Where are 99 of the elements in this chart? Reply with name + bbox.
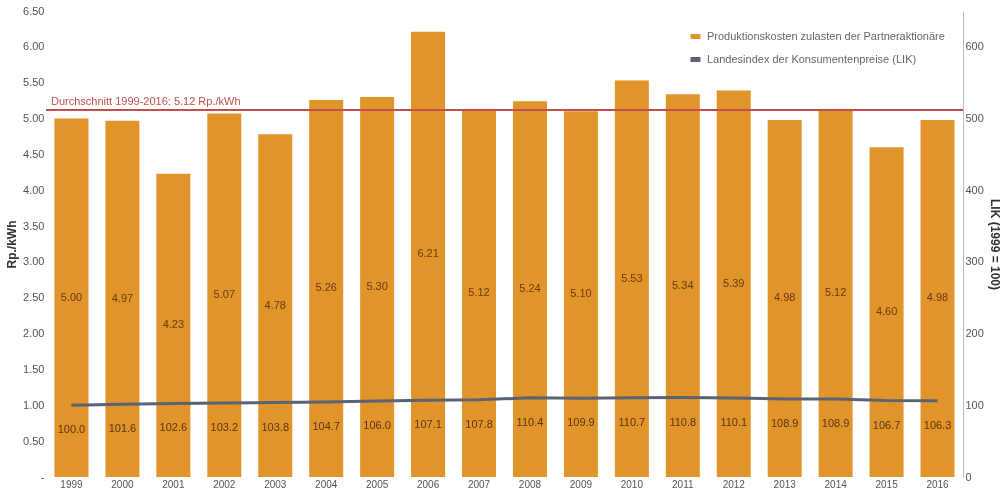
data-label: 4.98 <box>773 291 796 304</box>
data-label: 5.12 <box>468 286 490 299</box>
data-label: 4.60 <box>875 305 898 318</box>
data-label: 5.10 <box>570 287 592 300</box>
legend-label: Landesindex der Konsumentenpreise (LIK) <box>707 52 917 65</box>
bar <box>869 147 904 477</box>
y-tick-label: 3.50 <box>23 219 45 232</box>
y-tick-label: 1.00 <box>23 398 45 411</box>
data-label: 6.21 <box>417 247 439 260</box>
legend-label: Produktionskosten zulasten der Partneraktionäre <box>707 29 945 42</box>
bar <box>665 94 700 477</box>
y-axis-title: Rp./kWh <box>5 220 20 269</box>
bar <box>258 134 293 477</box>
y-tick-label: 2.00 <box>23 327 45 340</box>
data-label: 102.6 <box>159 421 188 434</box>
data-label: 107.8 <box>465 417 493 430</box>
data-label: 100.0 <box>57 423 86 436</box>
bar <box>716 90 751 477</box>
x-tick-label: 2008 <box>518 478 542 490</box>
x-tick-label: 2004 <box>315 478 338 490</box>
data-label: 106.7 <box>872 418 901 431</box>
data-label: 5.53 <box>621 271 643 284</box>
data-label: 4.23 <box>162 318 185 331</box>
data-label: 5.26 <box>315 281 337 294</box>
x-tick-label: 2001 <box>162 478 185 490</box>
x-tick-label: 2016 <box>926 478 950 490</box>
data-label: 5.34 <box>672 278 694 291</box>
bar <box>462 109 497 477</box>
data-label: 5.12 <box>824 286 847 299</box>
bar <box>156 173 191 477</box>
bar <box>563 111 598 477</box>
y2-tick-label: 500 <box>965 112 984 125</box>
bar <box>920 119 955 477</box>
x-tick-label: 2012 <box>722 478 746 490</box>
y2-tick-label: 100 <box>965 398 984 411</box>
y2-tick-label: 0 <box>965 470 972 483</box>
data-label: 103.2 <box>210 421 239 434</box>
y-tick-label: 4.50 <box>23 147 45 160</box>
x-tick-label: 2007 <box>467 478 491 490</box>
x-tick-label: 2014 <box>824 478 848 490</box>
data-label: 110.1 <box>720 416 748 429</box>
data-label: 5.00 <box>60 290 83 303</box>
y-tick-label: 5.00 <box>23 112 45 125</box>
line-series <box>69 396 940 407</box>
y2-tick-label: 400 <box>965 183 984 196</box>
bar <box>309 99 344 477</box>
data-label: 106.0 <box>363 419 391 432</box>
y-tick-label: 4.00 <box>23 183 45 196</box>
data-label: 110.7 <box>618 415 646 428</box>
y2-axis-title: LIK (1999 = 100) <box>987 198 1002 291</box>
y-tick-label: 6.50 <box>23 4 45 17</box>
data-label: 108.9 <box>770 416 799 429</box>
data-label: 4.97 <box>111 291 134 304</box>
bar <box>54 118 89 477</box>
y-tick-label: 2.50 <box>23 291 45 304</box>
y-tick-label: - <box>40 470 45 483</box>
data-label: 104.7 <box>312 419 340 432</box>
data-label: 107.1 <box>414 418 442 431</box>
y-tick-label: 5.50 <box>23 76 45 89</box>
y2-tick-label: 600 <box>965 40 984 53</box>
data-label: 5.24 <box>519 282 541 295</box>
data-label: 110.4 <box>516 415 544 428</box>
x-tick-label: 2002 <box>213 478 236 490</box>
data-label: 5.07 <box>213 288 236 301</box>
x-tick-label: 1999 <box>60 478 84 490</box>
x-tick-label: 2000 <box>111 478 134 490</box>
data-label: 109.9 <box>567 416 595 429</box>
bar <box>614 80 649 477</box>
bar <box>207 113 242 477</box>
x-tick-label: 2009 <box>569 478 593 490</box>
x-tick-label: 2005 <box>366 478 389 490</box>
y2-tick-label: 200 <box>965 327 984 340</box>
data-label: 5.39 <box>723 276 745 289</box>
bar <box>818 109 853 477</box>
bar <box>767 119 802 477</box>
y-tick-label: 1.50 <box>23 362 45 375</box>
bar <box>105 120 140 477</box>
x-tick-label: 2006 <box>416 478 440 490</box>
bar <box>360 97 395 477</box>
x-tick-label: 2013 <box>773 478 797 490</box>
y-tick-label: 3.00 <box>23 255 45 268</box>
data-label: 110.8 <box>669 415 697 428</box>
data-label: 5.30 <box>366 280 388 293</box>
data-label: 4.78 <box>264 298 286 311</box>
data-label: 108.9 <box>821 416 850 429</box>
x-tick-label: 2011 <box>672 478 694 490</box>
bar <box>512 101 547 477</box>
x-tick-label: 2003 <box>264 478 287 490</box>
data-label: 101.6 <box>108 422 137 435</box>
bar <box>411 31 446 477</box>
ref-line-label: Durchschnitt 1999-2016: 5.12 Rp./kWh <box>51 94 241 107</box>
data-label: 103.8 <box>261 420 290 433</box>
y2-tick-label: 300 <box>965 255 984 268</box>
y-tick-label: 6.00 <box>23 40 45 53</box>
x-tick-label: 2010 <box>620 478 644 490</box>
x-tick-label: 2015 <box>875 478 899 490</box>
data-label: 4.98 <box>926 291 949 304</box>
data-label: 106.3 <box>923 418 952 431</box>
y-tick-label: 0.50 <box>23 434 45 447</box>
